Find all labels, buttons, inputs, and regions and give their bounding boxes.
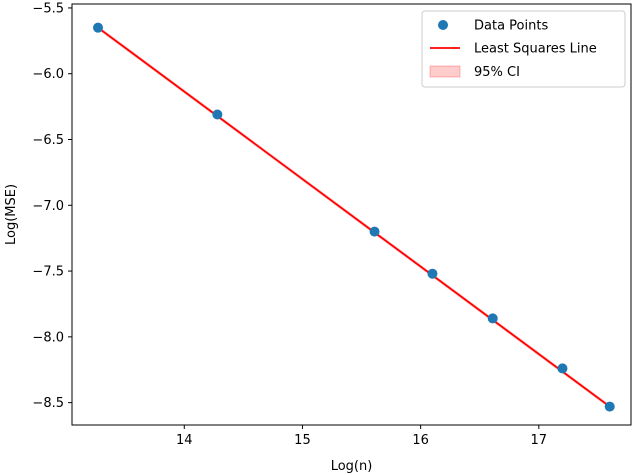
y-axis-label: Log(MSE) — [4, 184, 19, 245]
y-tick-label: −6.0 — [32, 67, 64, 82]
legend-marker-95-ci — [429, 65, 461, 78]
x-tick-label: 15 — [294, 433, 311, 448]
legend-label-data-points: Data Points — [474, 19, 548, 34]
x-tick-label: 16 — [412, 433, 429, 448]
data-point — [93, 22, 103, 33]
legend: Data Points Least Squares Line 95% CI — [421, 10, 626, 88]
data-point — [212, 109, 223, 120]
data-point — [427, 268, 438, 279]
data-point — [557, 363, 568, 374]
x-axis-label: Log(n) — [331, 459, 373, 474]
legend-label-least-squares-line: Least Squares Line — [474, 42, 597, 57]
legend-box — [421, 10, 626, 88]
y-tick-label: −6.5 — [32, 133, 64, 148]
x-tick-label: 17 — [531, 433, 548, 448]
data-point — [487, 313, 498, 324]
y-tick-label: −8.5 — [32, 396, 64, 411]
data-point — [369, 226, 380, 237]
data-point — [604, 401, 615, 412]
y-tick-label: −7.0 — [32, 199, 64, 214]
axes-frame — [71, 3, 632, 426]
x-tick-label: 14 — [176, 433, 193, 448]
least-squares-line — [97, 26, 611, 408]
y-tick-label: −7.5 — [32, 265, 64, 280]
legend-marker-data-points — [438, 20, 448, 30]
axes: 14 15 16 17 −5.5 −6.0 −6.5 −7.0 −7.5 −8.0 −8.5 — [32, 1, 632, 448]
y-tick-label: −5.5 — [32, 1, 64, 16]
plot-area — [93, 22, 615, 412]
legend-label-95-ci: 95% CI — [474, 65, 520, 80]
y-tick-label: −8.0 — [32, 330, 64, 345]
